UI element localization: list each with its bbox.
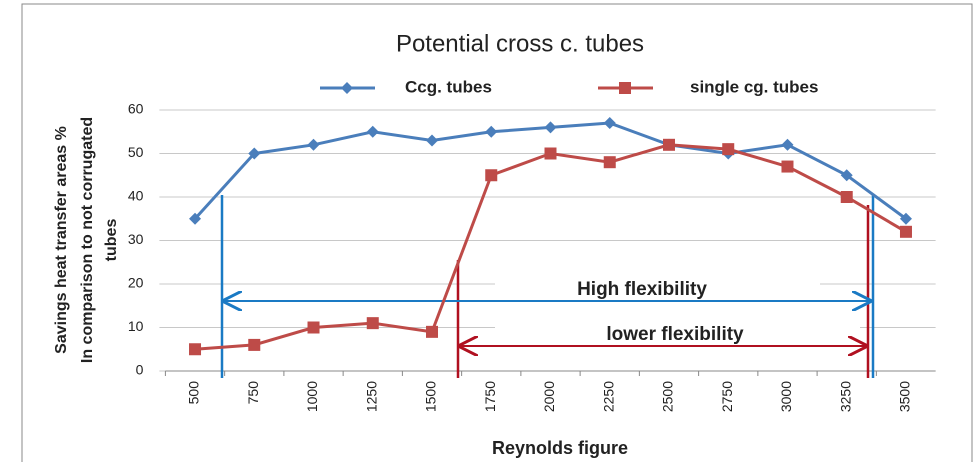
x-tick-label: 1000 xyxy=(304,381,320,412)
y-tick-label: 40 xyxy=(128,188,144,204)
point xyxy=(662,138,675,151)
chart-border xyxy=(21,3,973,462)
y-axis-title-line: tubes xyxy=(103,219,120,262)
point xyxy=(307,138,320,151)
x-axis-title: Reynolds figure xyxy=(492,438,628,458)
legend-marker xyxy=(619,82,631,94)
legend-label: Ccg. tubes xyxy=(405,77,492,96)
point xyxy=(603,117,616,130)
x-tick-label: 2250 xyxy=(600,381,616,412)
x-tick-label: 3500 xyxy=(897,381,913,412)
point xyxy=(307,321,320,334)
x-tick-label: 3000 xyxy=(778,381,794,412)
y-tick-label: 60 xyxy=(128,101,144,117)
x-tick-label: 2500 xyxy=(660,381,676,412)
x-tick-label: 3250 xyxy=(837,381,853,412)
legend-marker xyxy=(341,82,353,94)
point xyxy=(248,338,261,351)
x-tick-label: 1750 xyxy=(482,381,498,412)
point xyxy=(899,225,912,238)
y-tick-label: 30 xyxy=(128,231,144,247)
x-tick-label: 1500 xyxy=(423,381,439,412)
y-tick-label: 50 xyxy=(128,144,144,160)
point xyxy=(366,317,379,330)
point xyxy=(426,134,439,147)
point xyxy=(248,147,261,160)
x-tick-label: 1250 xyxy=(363,381,379,412)
point xyxy=(840,191,853,203)
point xyxy=(544,147,557,160)
y-axis-title-line: In comparison to not corrugated xyxy=(79,117,96,363)
y-axis-title-line: Savings heat transfer areas % xyxy=(53,126,70,354)
point xyxy=(722,143,735,156)
chart-title: Potential cross c. tubes xyxy=(396,30,644,57)
y-tick-label: 10 xyxy=(128,318,144,334)
x-tick-label: 750 xyxy=(245,381,261,405)
y-tick-label: 0 xyxy=(136,362,144,378)
point xyxy=(189,212,202,225)
point xyxy=(485,125,498,138)
point xyxy=(781,160,794,173)
legend-label: single cg. tubes xyxy=(690,77,818,96)
y-axis-title: Savings heat transfer areas % In compari… xyxy=(53,117,120,363)
x-tick-label: 2000 xyxy=(541,381,557,412)
annotation: High flexibility xyxy=(577,279,707,300)
point xyxy=(189,343,202,356)
point xyxy=(426,325,439,338)
y-tick-label: 20 xyxy=(128,275,144,291)
x-tick-label: 2750 xyxy=(719,381,735,412)
annotation: lower flexibility xyxy=(606,324,744,345)
point xyxy=(544,121,557,134)
point xyxy=(840,169,853,182)
point xyxy=(603,156,616,169)
point xyxy=(899,212,912,225)
point xyxy=(366,125,379,138)
point xyxy=(781,138,794,151)
point xyxy=(485,169,498,182)
x-tick-label: 500 xyxy=(186,381,202,405)
